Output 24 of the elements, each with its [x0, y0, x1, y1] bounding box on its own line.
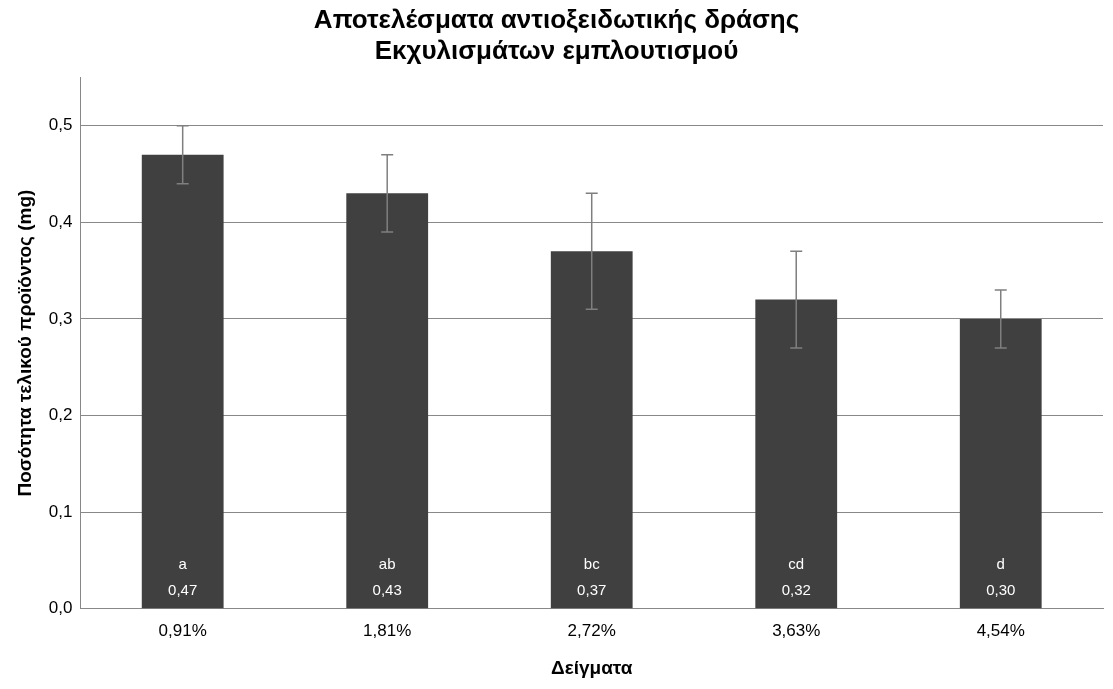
y-tick-label: 0,0	[48, 598, 73, 618]
data-label: a 0,47	[168, 554, 198, 598]
y-tick-label: 0,4	[48, 212, 73, 232]
y-tick-label: 0,1	[48, 501, 73, 521]
data-label: bc 0,37	[577, 554, 607, 598]
bar	[755, 299, 838, 609]
x-tick-label: 0,91%	[158, 620, 207, 640]
data-label: cd 0,32	[781, 554, 811, 598]
y-tick-label: 0,5	[48, 115, 73, 135]
bar	[550, 251, 633, 609]
x-tick-label: 1,81%	[363, 620, 412, 640]
data-label: d 0,30	[986, 554, 1016, 598]
bar	[959, 318, 1042, 609]
y-axis-title: Ποσότητα τελικού προϊόντος (mg)	[13, 189, 35, 497]
x-tick-label: 2,72%	[567, 620, 616, 640]
x-tick-label: 4,54%	[976, 620, 1025, 640]
y-tick-label: 0,3	[48, 308, 73, 328]
x-axis-title: Δείγματα	[550, 656, 633, 678]
y-tick-label: 0,2	[48, 405, 73, 425]
x-tick-label: 3,63%	[772, 620, 821, 640]
bar	[346, 193, 429, 609]
bar	[141, 154, 224, 609]
chart-title: Αποτελέσματα αντιοξειδωτικής δράσης Εκχυλισμάτων εμπλουτισμού	[313, 3, 800, 65]
data-label: ab 0,43	[372, 554, 402, 598]
